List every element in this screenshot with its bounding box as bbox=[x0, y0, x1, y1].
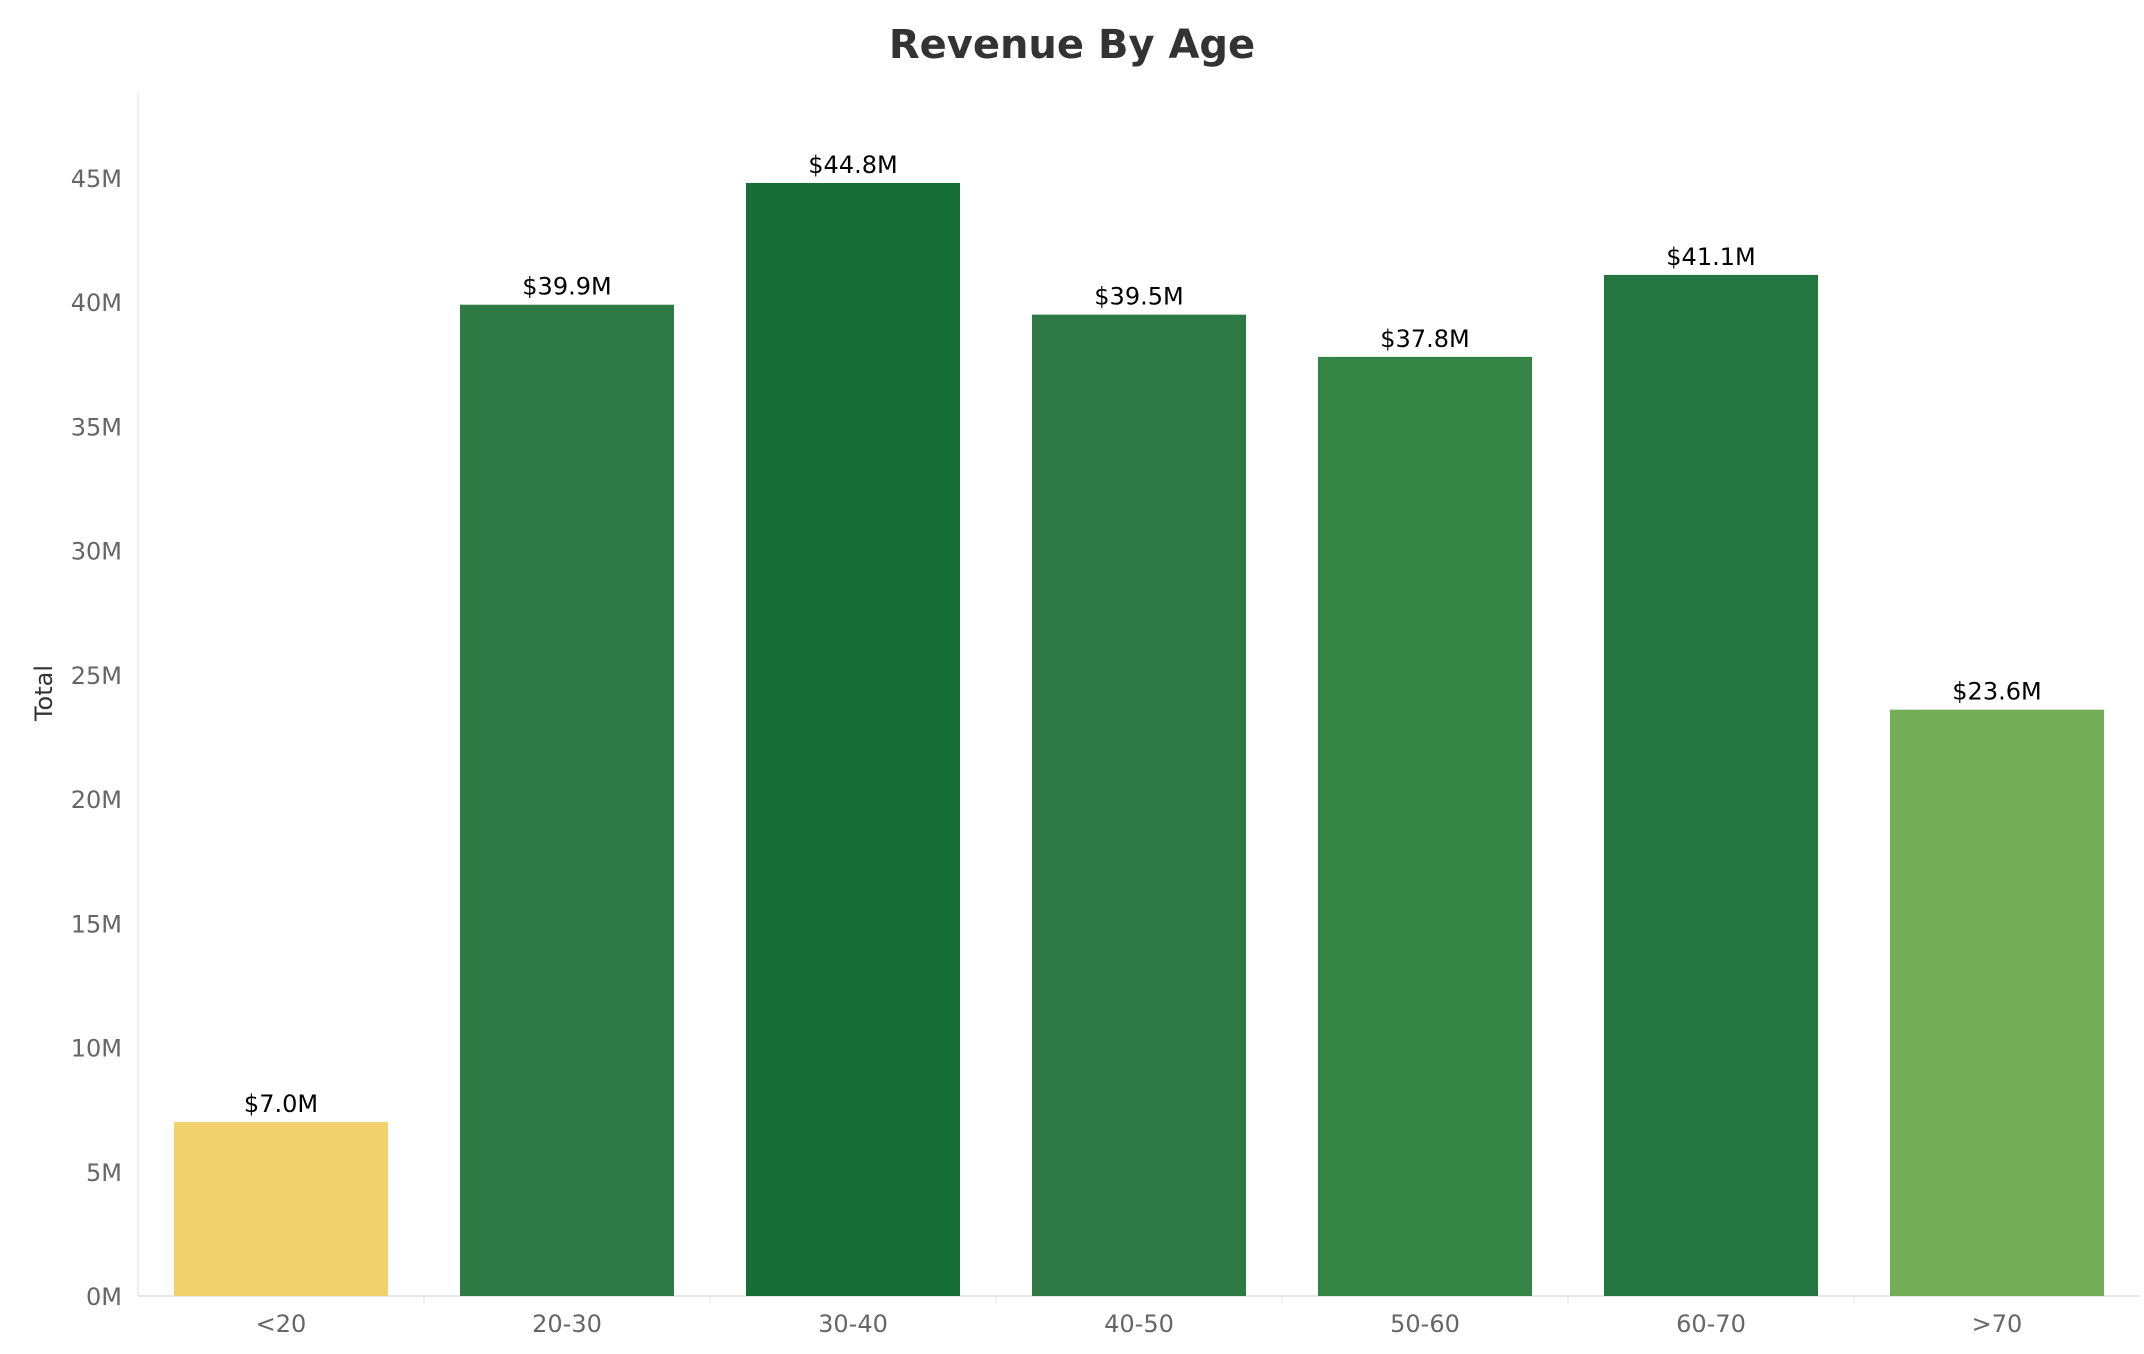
x-tick-label: 40-50 bbox=[1104, 1310, 1174, 1338]
data-label: $44.8M bbox=[808, 151, 897, 179]
data-label: $7.0M bbox=[244, 1090, 318, 1118]
x-tick-label: 50-60 bbox=[1390, 1310, 1460, 1338]
bar bbox=[1604, 274, 1818, 1297]
bar bbox=[746, 182, 960, 1297]
data-label: $41.1M bbox=[1666, 243, 1755, 271]
chart-title: Revenue By Age bbox=[888, 22, 1256, 68]
y-tick-label: 20M bbox=[71, 786, 122, 814]
x-tick-label: <20 bbox=[256, 1310, 307, 1338]
y-tick-label: 25M bbox=[71, 662, 122, 690]
bar bbox=[1318, 356, 1532, 1296]
y-tick-label: 35M bbox=[71, 413, 122, 441]
y-tick-label: 45M bbox=[71, 165, 122, 193]
bar bbox=[460, 304, 674, 1296]
x-axis-ticks: <20 20-30 30-40 40-50 50-60 60-70 >70 bbox=[256, 1296, 2023, 1338]
bars bbox=[174, 182, 2104, 1297]
y-tick-label: 10M bbox=[71, 1035, 122, 1063]
y-axis-title: Total bbox=[30, 665, 58, 722]
bar bbox=[1890, 709, 2104, 1296]
x-tick-label: 60-70 bbox=[1676, 1310, 1746, 1338]
data-labels: $7.0M $39.9M $44.8M $39.5M $37.8M $41.1M $23.6… bbox=[244, 151, 2042, 1118]
data-label: $37.8M bbox=[1380, 325, 1469, 353]
x-tick-label: 30-40 bbox=[818, 1310, 888, 1338]
y-tick-label: 5M bbox=[86, 1159, 122, 1187]
bar bbox=[174, 1122, 388, 1296]
data-label: $39.9M bbox=[522, 273, 611, 301]
data-label: $39.5M bbox=[1094, 283, 1183, 311]
x-tick-label: 20-30 bbox=[532, 1310, 602, 1338]
y-tick-label: 15M bbox=[71, 910, 122, 938]
y-axis-ticks: 0M 5M 10M 15M 20M 25M 30M 35M 40M 45M bbox=[71, 165, 122, 1311]
y-tick-label: 40M bbox=[71, 289, 122, 317]
data-label: $23.6M bbox=[1952, 678, 2041, 706]
bar bbox=[1032, 314, 1246, 1297]
y-tick-label: 0M bbox=[86, 1283, 122, 1311]
x-tick-label: >70 bbox=[1972, 1310, 2023, 1338]
y-tick-label: 30M bbox=[71, 538, 122, 566]
